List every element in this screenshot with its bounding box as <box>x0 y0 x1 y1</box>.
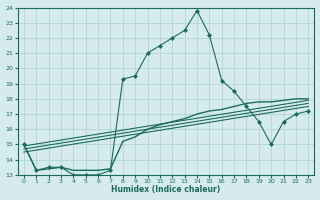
X-axis label: Humidex (Indice chaleur): Humidex (Indice chaleur) <box>111 185 221 194</box>
